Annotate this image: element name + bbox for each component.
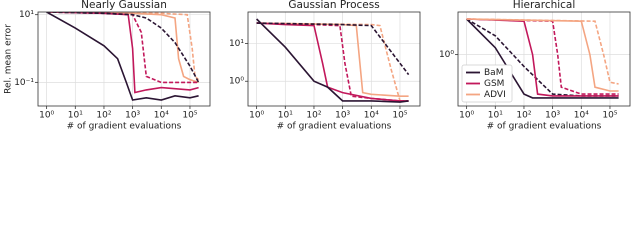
y-axis-label: Rel. mean error (4, 24, 14, 94)
chart-title: Hierarchical (513, 0, 576, 11)
x-tick-label: 10⁵ (182, 111, 197, 121)
series-line (466, 18, 619, 92)
legend-label: GSM (484, 79, 504, 89)
x-tick-label: 10¹ (68, 111, 83, 121)
series-line (466, 18, 619, 97)
panel: 10⁰ 10¹ 10² 10³ 10⁴ 10⁵ 10⁰ 10¹ Gaussian Process… (229, 0, 421, 132)
x-tick-label: 10³ (545, 111, 560, 121)
y-tick-label: 10⁰ (229, 77, 244, 87)
x-axis-label: # of gradient evaluations (277, 122, 392, 132)
series-line (46, 12, 199, 94)
plot-area (38, 12, 210, 106)
series-line (46, 12, 200, 83)
series-line (466, 18, 619, 99)
axes-frame (247, 11, 421, 107)
series-line (256, 22, 409, 102)
plot-area (248, 12, 420, 106)
legend-box (461, 64, 513, 103)
x-tick-label: 10⁰ (249, 111, 264, 121)
x-tick-label: 10⁴ (154, 111, 169, 121)
series-line (466, 18, 619, 97)
y-tick-label: 10⁻¹ (14, 78, 34, 88)
x-tick-label: 10² (96, 111, 111, 121)
series-line (256, 22, 410, 76)
x-axis-label: # of gradient evaluations (487, 122, 602, 132)
x-tick-label: 10⁰ (459, 111, 474, 121)
x-tick-label: 10² (306, 111, 321, 121)
x-tick-label: 10¹ (488, 111, 503, 121)
x-tick-label: 10³ (125, 111, 140, 121)
chart-title: Gaussian Process (288, 0, 379, 11)
x-tick-label: 10¹ (278, 111, 293, 121)
y-tick-label: 10¹ (229, 39, 244, 49)
legend-label: BaM (484, 68, 503, 78)
figure: 10⁰ 10¹ 10² 10³ 10⁴ 10⁵ 10⁻¹ 10¹ Nearly Gaussian… (4, 0, 631, 132)
panel: 10⁰ 10¹ 10² 10³ 10⁴ 10⁵ 10⁰ Hierarchical # of gr… (439, 0, 631, 132)
series-line (46, 12, 199, 101)
x-tick-label: 10⁰ (39, 111, 54, 121)
x-tick-label: 10⁴ (574, 111, 589, 121)
series-line (46, 12, 200, 81)
panel: 10⁰ 10¹ 10² 10³ 10⁴ 10⁵ 10⁻¹ 10¹ Nearly Gaussian… (4, 0, 211, 132)
x-tick-label: 10⁵ (392, 111, 407, 121)
axes-frame (457, 11, 631, 107)
series-line (256, 18, 409, 103)
x-tick-label: 10³ (335, 111, 350, 121)
legend-label: ADVI (484, 90, 506, 100)
y-tick-label: 10⁰ (439, 50, 454, 60)
y-tick-label: 10¹ (19, 10, 34, 20)
series-line (256, 22, 409, 97)
x-tick-label: 10⁴ (364, 111, 379, 121)
x-tick-label: 10² (516, 111, 531, 121)
series-line (466, 18, 619, 85)
x-axis-label: # of gradient evaluations (67, 122, 182, 132)
axes-frame (37, 11, 211, 107)
x-tick-label: 10⁵ (602, 111, 617, 121)
chart-title: Nearly Gaussian (81, 0, 167, 11)
